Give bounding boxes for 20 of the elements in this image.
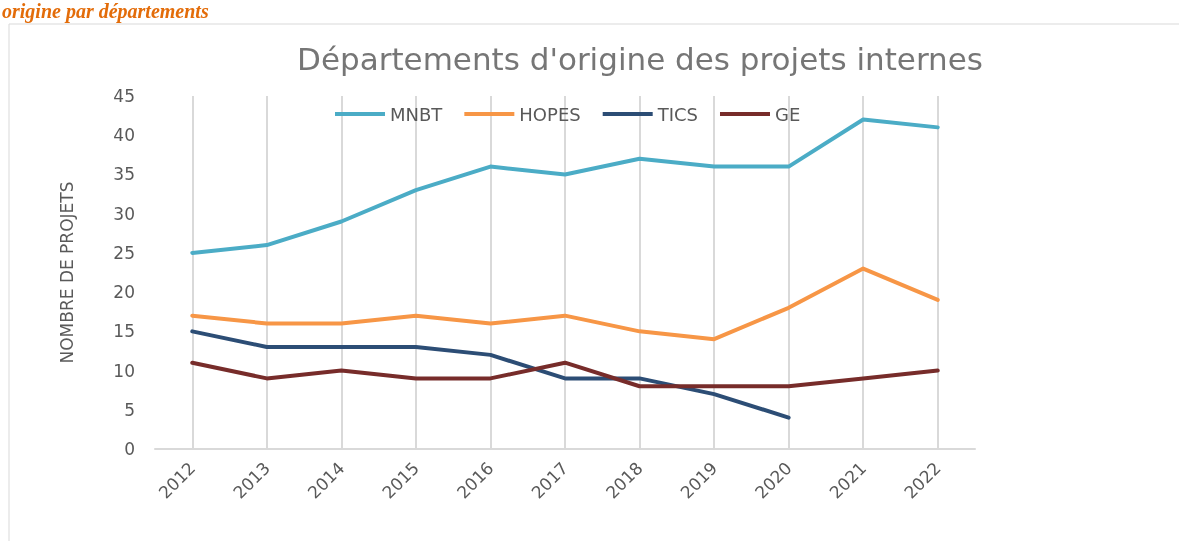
line-series xyxy=(190,360,940,389)
text: origine par départements xyxy=(2,0,209,23)
y-tick-label: 40 xyxy=(113,125,135,146)
y-tick-label: 15 xyxy=(113,321,135,342)
legend-label: TICS xyxy=(656,103,699,125)
chart-title: Départements d'origine des projets internes xyxy=(297,40,983,77)
legend-label: GE xyxy=(774,103,801,125)
line-series xyxy=(190,329,791,420)
y-tick-label: 45 xyxy=(113,86,135,106)
legend-label: HOPES xyxy=(519,103,581,125)
line-series xyxy=(190,266,940,342)
y-tick-label: 35 xyxy=(113,164,135,185)
y-tick-label: 20 xyxy=(113,282,135,303)
y-tick-label: 30 xyxy=(113,203,135,224)
y-axis-title: NOMBRE DE PROJETS xyxy=(56,181,77,364)
y-tick-label: 5 xyxy=(124,399,135,420)
y-tick-label: 25 xyxy=(113,242,135,263)
y-tick-label: 0 xyxy=(124,439,135,459)
legend-label: MNBT xyxy=(390,103,444,125)
y-tick-label: 10 xyxy=(113,360,135,381)
